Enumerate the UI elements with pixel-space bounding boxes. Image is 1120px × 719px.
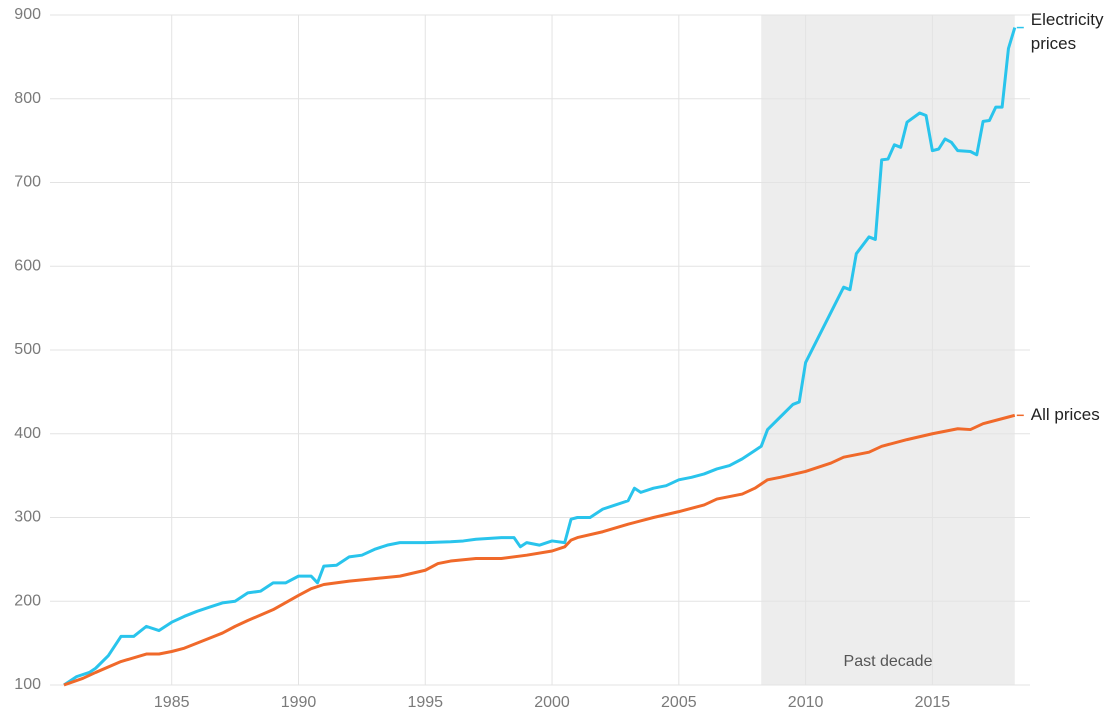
y-tick-label: 700 (14, 174, 41, 191)
y-tick-label: 300 (14, 509, 41, 526)
region-label: Past decade (844, 653, 933, 670)
y-tick-label: 100 (14, 676, 41, 693)
y-tick-label: 200 (14, 592, 41, 609)
y-tick-label: 400 (14, 425, 41, 442)
x-tick-label: 1990 (281, 694, 317, 711)
y-tick-label: 800 (14, 90, 41, 107)
x-tick-label: 2010 (788, 694, 824, 711)
x-tick-label: 1985 (154, 694, 190, 711)
series-line (63, 27, 1017, 687)
x-tick-label: 2000 (534, 694, 570, 711)
y-tick-label: 900 (14, 6, 41, 23)
series-label: Electricity prices (1030, 10, 1104, 53)
x-tick-label: 2015 (915, 694, 951, 711)
series-label: All prices (1030, 405, 1100, 425)
x-tick-label: 2005 (661, 694, 697, 711)
y-tick-label: 600 (14, 257, 41, 274)
y-tick-label: 500 (14, 341, 41, 358)
series-line (63, 413, 1016, 687)
x-tick-label: 1995 (407, 694, 443, 711)
